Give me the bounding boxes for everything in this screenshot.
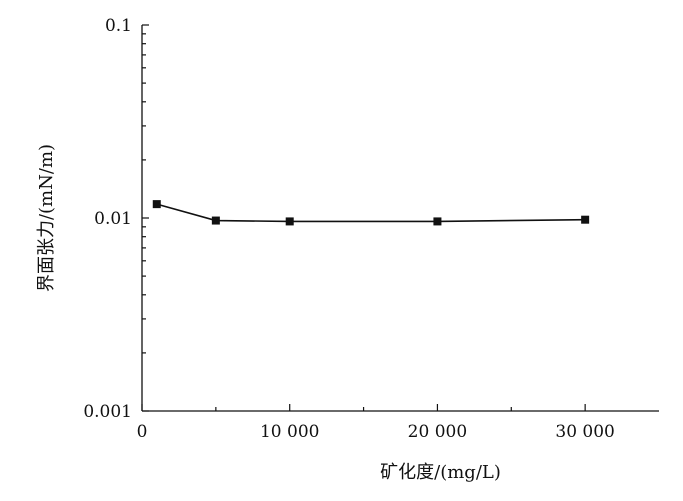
data-point	[211, 216, 220, 225]
data-point	[433, 217, 442, 226]
x-tick-label: 30 000	[555, 422, 614, 442]
x-tick-label: 0	[137, 422, 148, 442]
data-point	[581, 215, 590, 224]
y-tick-label: 0.01	[94, 209, 132, 229]
y-axis-title: 界面张力/(mN/m)	[36, 144, 57, 292]
x-tick-label: 10 000	[260, 422, 319, 442]
y-ticks: 0.001 0.01 0.1	[83, 16, 149, 422]
x-axis-title: 矿化度/(mg/L)	[380, 462, 501, 483]
y-tick-label: 0.001	[83, 402, 132, 422]
series-line	[156, 203, 586, 223]
data-point	[152, 200, 161, 209]
y-tick-label: 0.1	[105, 16, 132, 36]
x-ticks: 0 10 000 20 000 30 000	[137, 404, 615, 442]
x-tick-label: 20 000	[408, 422, 467, 442]
data-point	[285, 217, 294, 226]
series-group	[152, 200, 590, 226]
